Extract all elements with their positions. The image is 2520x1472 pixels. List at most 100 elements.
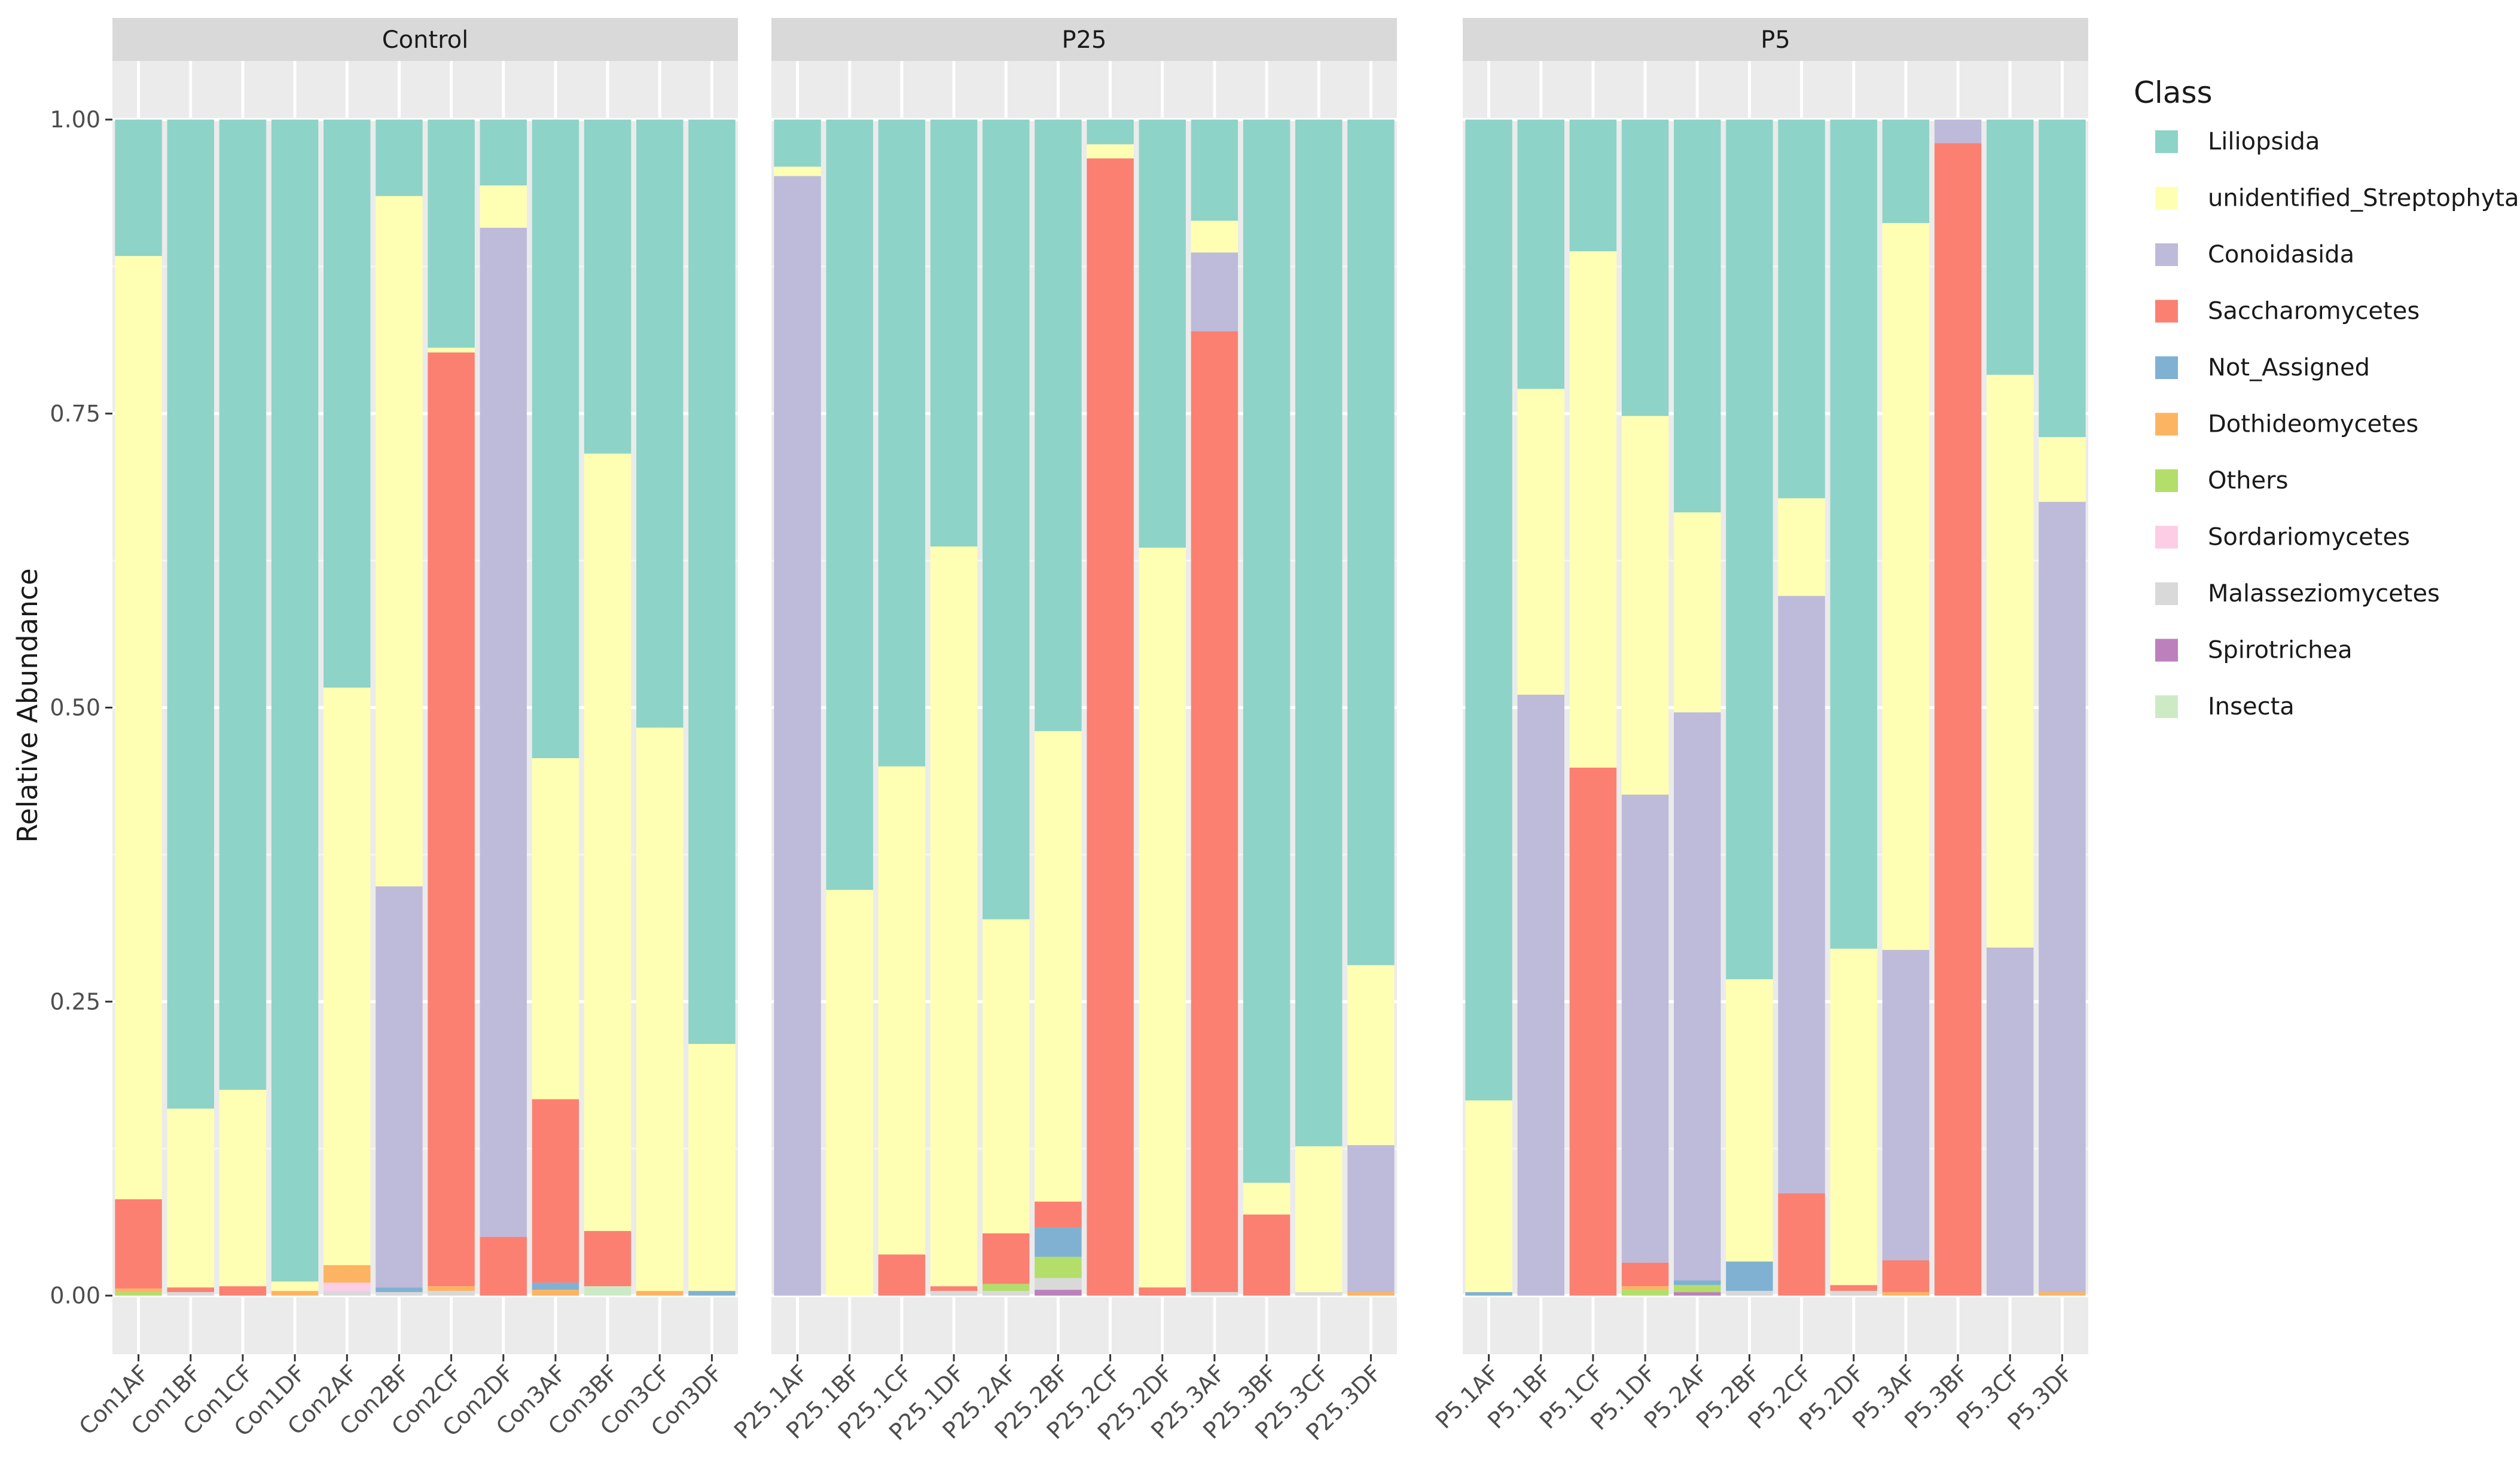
bar-segment-malasseziomycetes bbox=[324, 1291, 371, 1296]
bar-segment-not-assigned bbox=[688, 1291, 736, 1296]
bar-segment-unidentified-streptophyta bbox=[1987, 374, 2034, 948]
bar-segment-dothideomycetes bbox=[115, 1288, 162, 1293]
bar-segment-not-assigned bbox=[1674, 1280, 1721, 1285]
bar-con2df bbox=[480, 120, 527, 1296]
bar-segment-unidentified-streptophyta bbox=[636, 727, 684, 1291]
bar-segment-malasseziomycetes bbox=[1830, 1291, 1877, 1296]
legend-swatch bbox=[2155, 526, 2178, 549]
bar-segment-saccharomycetes bbox=[115, 1199, 162, 1289]
bar-segment-liliopsida bbox=[1243, 120, 1290, 1183]
bar-segment-dothideomycetes bbox=[2039, 1292, 2086, 1296]
bar-segment-saccharomycetes bbox=[1569, 767, 1617, 1296]
bar-p25-3cf bbox=[1295, 120, 1343, 1296]
bar-p25-2bf bbox=[1035, 120, 1082, 1296]
bar-segment-liliopsida bbox=[983, 120, 1030, 920]
bar-segment-saccharomycetes bbox=[532, 1099, 579, 1283]
bar-segment-saccharomycetes bbox=[1087, 158, 1134, 1296]
legend-item-not-assigned: Not_Assigned bbox=[2155, 354, 2370, 381]
bar-p25-3bf bbox=[1243, 120, 1290, 1296]
bar-segment-liliopsida bbox=[1139, 120, 1186, 548]
facet-panel-p25: P25P25.1AFP25.1BFP25.1CFP25.1DFP25.2AFP2… bbox=[729, 18, 1397, 1446]
bar-segment-others bbox=[1674, 1285, 1721, 1293]
bar-segment-unidentified-streptophyta bbox=[1295, 1146, 1343, 1293]
bar-segment-liliopsida bbox=[219, 120, 267, 1090]
bar-p25-1bf bbox=[826, 120, 873, 1296]
bar-segment-liliopsida bbox=[1778, 120, 1825, 499]
bar-segment-liliopsida bbox=[167, 120, 214, 1109]
bar-segment-unidentified-streptophyta bbox=[115, 256, 162, 1199]
facet-strip-label: P5 bbox=[1761, 26, 1790, 54]
bar-segment-saccharomycetes bbox=[983, 1233, 1030, 1284]
y-tick-label: 0.75 bbox=[50, 401, 100, 427]
bar-p5-3df bbox=[2039, 120, 2086, 1296]
legend-title: Class bbox=[2134, 75, 2213, 110]
bar-segment-liliopsida bbox=[688, 120, 736, 1045]
bar-segment-liliopsida bbox=[271, 120, 319, 1282]
bar-segment-unidentified-streptophyta bbox=[1778, 498, 1825, 596]
bar-segment-malasseziomycetes bbox=[930, 1291, 978, 1296]
bar-segment-dothideomycetes bbox=[428, 1286, 475, 1291]
bar-segment-unidentified-streptophyta bbox=[1674, 512, 1721, 713]
legend: Class Liliopsida unidentified_Streptophyta… bbox=[2134, 75, 2519, 720]
bar-segment-unidentified-streptophyta bbox=[1243, 1183, 1290, 1215]
bar-segment-conoidasida bbox=[774, 176, 821, 1296]
bar-segment-dothideomycetes bbox=[324, 1265, 371, 1283]
legend-label: Conoidasida bbox=[2208, 241, 2354, 268]
bar-segment-not-assigned bbox=[1035, 1227, 1082, 1257]
bar-p5-2cf bbox=[1778, 120, 1825, 1296]
bar-segment-unidentified-streptophyta bbox=[688, 1044, 736, 1291]
legend-label: Not_Assigned bbox=[2208, 354, 2370, 381]
facet-panel-p5: P5P5.1AFP5.1BFP5.1CFP5.1DFP5.2AFP5.2BFP5… bbox=[1430, 18, 2088, 1435]
bar-segment-liliopsida bbox=[324, 120, 371, 688]
bar-segment-unidentified-streptophyta bbox=[167, 1108, 214, 1288]
bar-con3af bbox=[532, 120, 579, 1296]
bar-segment-conoidasida bbox=[1347, 1145, 1395, 1293]
bar-p5-1bf bbox=[1517, 120, 1564, 1296]
bar-segment-saccharomycetes bbox=[480, 1236, 527, 1296]
bar-segment-spirotrichea bbox=[1674, 1292, 1721, 1296]
bar-p25-1df bbox=[930, 120, 978, 1296]
bar-segment-unidentified-streptophyta bbox=[1191, 221, 1238, 253]
legend-item-malasseziomycetes: Malasseziomycetes bbox=[2155, 580, 2440, 607]
bar-segment-liliopsida bbox=[1517, 120, 1564, 389]
bar-segment-saccharomycetes bbox=[1934, 143, 1982, 1296]
bar-segment-saccharomycetes bbox=[930, 1286, 978, 1291]
legend-swatch bbox=[2155, 413, 2178, 436]
facet-strip bbox=[771, 18, 1397, 61]
bar-con2af bbox=[324, 120, 371, 1296]
bar-segment-saccharomycetes bbox=[1830, 1285, 1877, 1291]
bar-con2bf bbox=[376, 120, 423, 1296]
bar-segment-conoidasida bbox=[1674, 712, 1721, 1281]
y-tick-label: 0.00 bbox=[50, 1282, 100, 1309]
bar-segment-liliopsida bbox=[1830, 120, 1877, 949]
legend-swatch bbox=[2155, 130, 2178, 153]
legend-item-spirotrichea: Spirotrichea bbox=[2155, 637, 2353, 664]
legend-swatch bbox=[2155, 639, 2178, 662]
bar-segment-liliopsida bbox=[1882, 120, 1930, 224]
bar-segment-unidentified-streptophyta bbox=[1347, 965, 1395, 1146]
bar-segment-conoidasida bbox=[1934, 120, 1982, 143]
legend-label: Others bbox=[2208, 467, 2288, 494]
bar-segment-others bbox=[1035, 1257, 1082, 1278]
bar-segment-unidentified-streptophyta bbox=[983, 919, 1030, 1233]
bar-segment-unidentified-streptophyta bbox=[878, 766, 926, 1255]
bar-segment-dothideomycetes bbox=[271, 1291, 319, 1296]
y-tick-label: 0.25 bbox=[50, 988, 100, 1015]
bar-con1bf bbox=[167, 120, 214, 1296]
bar-segment-saccharomycetes bbox=[428, 352, 475, 1287]
bar-segment-dothideomycetes bbox=[636, 1291, 684, 1296]
legend-swatch bbox=[2155, 582, 2178, 605]
bar-p5-2bf bbox=[1726, 120, 1773, 1296]
bar-segment-conoidasida bbox=[1621, 795, 1669, 1263]
bar-segment-liliopsida bbox=[1465, 120, 1512, 1101]
bar-segment-conoidasida bbox=[1778, 595, 1825, 1193]
bar-segment-liliopsida bbox=[376, 120, 423, 196]
bar-segment-malasseziomycetes bbox=[1035, 1278, 1082, 1290]
bar-segment-liliopsida bbox=[1674, 120, 1721, 512]
bar-segment-conoidasida bbox=[376, 886, 423, 1288]
bar-segment-saccharomycetes bbox=[1778, 1193, 1825, 1296]
bar-segment-saccharomycetes bbox=[1139, 1287, 1186, 1296]
bar-segment-liliopsida bbox=[532, 120, 579, 759]
